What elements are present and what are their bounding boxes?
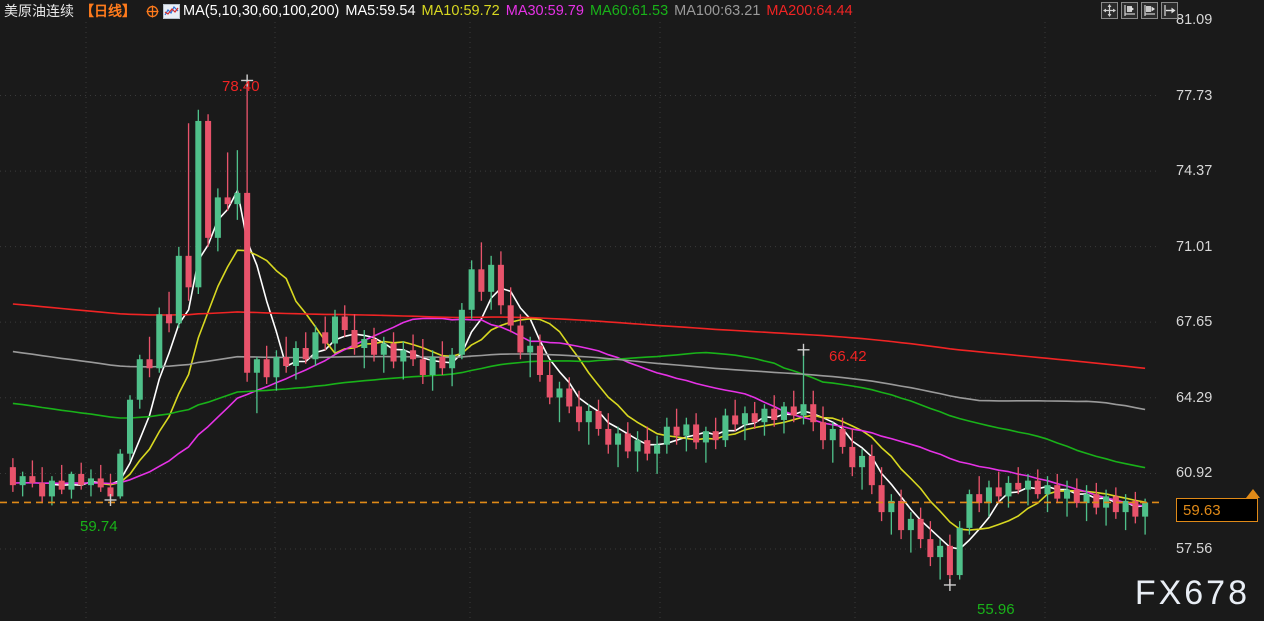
ma10-value: MA10:59.72 bbox=[421, 3, 500, 19]
symbol-name: 美原油连续 bbox=[4, 3, 74, 19]
ma5-value: MA5:59.54 bbox=[345, 3, 416, 19]
chart-plot-area[interactable] bbox=[0, 22, 1160, 621]
mini-chart-icon[interactable] bbox=[163, 3, 180, 19]
price-markers bbox=[104, 74, 956, 591]
chart-header: 美原油连续 【日线】 MA(5,10,30,60,100,200) MA5:59… bbox=[0, 0, 1264, 22]
mid-label: 66.42 bbox=[829, 348, 867, 365]
chart-toolbar bbox=[1101, 2, 1178, 19]
price-tick: 74.37 bbox=[1176, 163, 1213, 180]
candlestick-canvas bbox=[0, 22, 1160, 621]
fit-chart-icon[interactable] bbox=[1101, 2, 1118, 19]
high-label: 78.40 bbox=[222, 78, 260, 95]
zoom-right-icon[interactable] bbox=[1141, 2, 1158, 19]
price-tick: 77.73 bbox=[1176, 87, 1213, 104]
crosshair-circle-icon[interactable] bbox=[146, 5, 159, 18]
price-tick: 71.01 bbox=[1176, 238, 1213, 255]
zoom-left-icon[interactable] bbox=[1121, 2, 1138, 19]
ma-definition: MA(5,10,30,60,100,200) bbox=[183, 3, 340, 19]
ma30-value: MA30:59.79 bbox=[505, 3, 584, 19]
ma200-value: MA200:64.44 bbox=[766, 3, 853, 19]
symbol-period[interactable]: 【日线】 bbox=[80, 3, 136, 19]
price-tick: 57.56 bbox=[1176, 541, 1213, 557]
start-label: 59.74 bbox=[80, 518, 118, 535]
candlesticks bbox=[9, 80, 1149, 585]
moving-average-lines bbox=[12, 189, 1146, 550]
price-tick: 81.09 bbox=[1176, 12, 1213, 28]
current-price-badge[interactable]: 59.63 bbox=[1176, 498, 1258, 523]
price-tick: 60.92 bbox=[1176, 465, 1213, 482]
ma100-value: MA100:63.21 bbox=[674, 3, 761, 19]
price-tick: 64.29 bbox=[1176, 389, 1213, 406]
watermark: FX678 bbox=[1134, 574, 1250, 612]
low-label: 55.96 bbox=[977, 601, 1015, 618]
price-arrow-icon bbox=[1246, 489, 1260, 499]
ma60-value: MA60:61.53 bbox=[589, 3, 669, 19]
grid-lines bbox=[0, 22, 1160, 621]
price-tick: 67.65 bbox=[1176, 314, 1213, 331]
scroll-right-icon[interactable] bbox=[1161, 2, 1178, 19]
price-axis[interactable]: 81.09 77.73 74.37 71.01 67.65 64.29 60.92 57.56… bbox=[1160, 0, 1264, 621]
